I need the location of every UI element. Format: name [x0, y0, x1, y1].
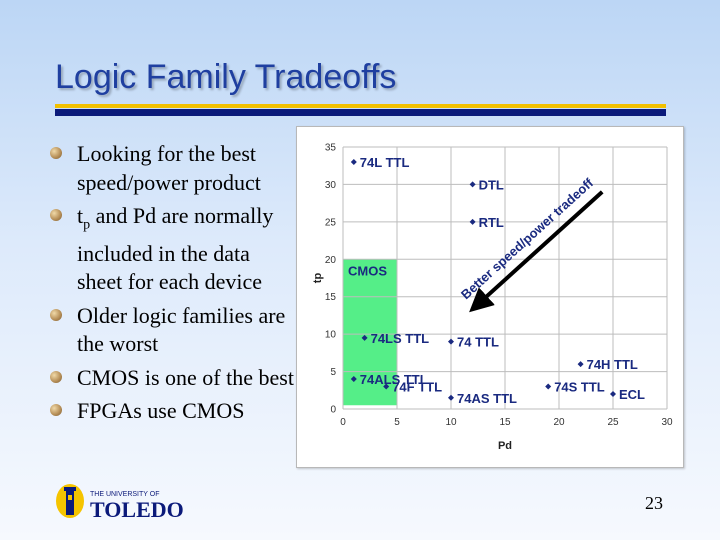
x-tick-label: 20 — [553, 417, 565, 428]
data-point — [469, 218, 476, 225]
bullet-item: tp and Pd are normally included in the d… — [50, 202, 300, 297]
x-axis-label: Pd — [498, 440, 512, 452]
x-tick-label: 5 — [394, 417, 400, 428]
scatter-chart: CMOS 0 5 10 15 20 25 30 0 5 10 15 20 25 30 35 Pd tp 74L TT… — [312, 143, 673, 453]
y-axis-label: tp — [312, 273, 324, 284]
data-point — [383, 383, 390, 390]
x-tick-label: 0 — [340, 417, 346, 428]
data-point — [610, 391, 616, 398]
tradeoff-arrow — [469, 190, 604, 313]
bullet-icon — [50, 370, 62, 383]
y-tick-label: 0 — [330, 405, 336, 416]
bullet-subscript: p — [83, 217, 91, 233]
bullet-text: t — [77, 203, 84, 228]
y-tick-label: 5 — [330, 367, 336, 378]
data-point-label: RTL — [479, 215, 504, 230]
data-point-label: ECL — [619, 387, 645, 402]
x-tick-label: 15 — [499, 417, 511, 428]
data-point — [448, 338, 454, 345]
x-tick-label: 10 — [445, 417, 457, 428]
y-tick-label: 25 — [325, 217, 337, 228]
data-point-label: DTL — [479, 177, 504, 192]
data-point-label: 74H TTL — [587, 357, 638, 372]
data-point — [350, 158, 357, 165]
bullet-text: and Pd are normally included in the data… — [77, 203, 274, 295]
data-point — [361, 334, 368, 341]
bullet-item: FPGAs use CMOS — [50, 397, 300, 426]
data-point-label: 74F TTL — [392, 380, 442, 395]
data-point — [469, 181, 476, 188]
bullet-icon — [50, 147, 62, 159]
y-tick-label: 20 — [325, 255, 337, 266]
toledo-logo-icon: THE UNIVERSITY OF TOLEDO — [56, 484, 184, 522]
bullet-text: Older logic families are the worst — [77, 302, 286, 357]
bullet-icon — [50, 209, 62, 221]
data-point-label: 74L TTL — [360, 155, 410, 170]
bullet-text: CMOS is one of the best — [77, 364, 294, 390]
data-point — [448, 394, 454, 401]
bullet-text: FPGAs use CMOS — [77, 398, 245, 424]
y-tick-label: 30 — [325, 180, 337, 191]
title-rule-navy — [55, 109, 666, 116]
university-logo: THE UNIVERSITY OF TOLEDO — [52, 480, 192, 522]
x-tick-label: 25 — [607, 417, 619, 428]
data-point-label: 74S TTL — [554, 380, 605, 395]
y-tick-label: 10 — [325, 330, 337, 341]
y-tick-label: 35 — [325, 143, 337, 154]
data-point — [545, 383, 552, 390]
bullet-item: CMOS is one of the best — [50, 364, 300, 393]
page-number: 23 — [645, 493, 663, 513]
y-tick-label: 15 — [325, 292, 337, 303]
logo-line2: TOLEDO — [90, 497, 184, 522]
data-point — [577, 361, 584, 368]
data-point-label: 74LS TTL — [371, 331, 430, 346]
slide-title: Logic Family Tradeoffs — [55, 58, 397, 96]
cmos-region — [343, 259, 397, 406]
logo-line1: THE UNIVERSITY OF — [90, 491, 160, 498]
bullet-icon — [50, 404, 62, 417]
data-point-label: 74 TTL — [457, 335, 499, 350]
bullet-list: Looking for the best speed/power product… — [50, 140, 300, 431]
bullet-item: Looking for the best speed/power product — [50, 140, 300, 197]
bullet-item: Older logic families are the worst — [50, 302, 300, 359]
bullet-icon — [50, 308, 62, 321]
data-point — [350, 376, 357, 383]
data-point-label: 74AS TTL — [457, 391, 517, 406]
bullet-text: Looking for the best speed/power product — [77, 141, 261, 195]
tradeoff-annotation: Better speed/power tradeoff — [458, 175, 597, 302]
title-rule-gold — [55, 104, 666, 108]
cmos-region-label: CMOS — [348, 263, 387, 278]
x-tick-label: 30 — [661, 417, 673, 428]
chart-panel: CMOS 0 5 10 15 20 25 30 0 5 10 15 20 25 30 35 Pd tp 74L TT… — [296, 126, 684, 468]
data-point-label: 74ALS TTL — [360, 372, 428, 387]
